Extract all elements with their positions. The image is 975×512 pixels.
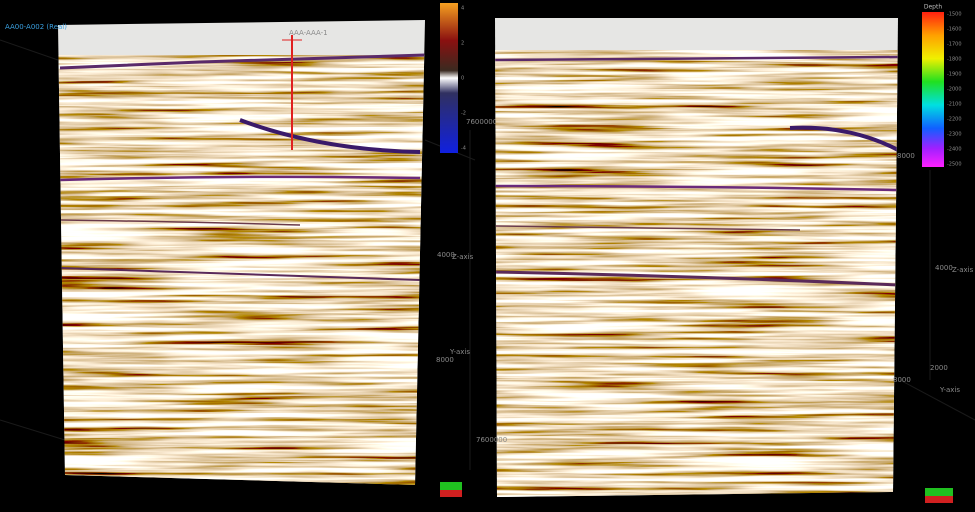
axis-label: 4000 bbox=[437, 251, 455, 259]
axis-label: 7600000 bbox=[466, 118, 497, 126]
colorbar-tick-label: -2200 bbox=[947, 117, 962, 123]
axis-label: Z-axis bbox=[952, 266, 974, 274]
horizons bbox=[59, 53, 425, 281]
viewport-right[interactable]: Depth -1500 -1600 -1700 -1800 -1900 -2000 -210… bbox=[476, 4, 974, 504]
colorbar-tick-label: -1900 bbox=[947, 72, 962, 78]
colorbar bbox=[922, 12, 944, 167]
colorbar-tick-label: -2 bbox=[461, 111, 466, 117]
colorbar-tick-label: -2000 bbox=[947, 87, 962, 93]
axis-label: 2000 bbox=[930, 364, 948, 372]
orientation-cube[interactable] bbox=[440, 482, 462, 497]
colorbar-tick-label: 0 bbox=[461, 76, 464, 82]
colorbar-tick-label: 2 bbox=[461, 41, 464, 47]
viewport-left[interactable]: AAA-AAA-1 AA00-A002 (Real) 4 2 0 -2 -4 76000… bbox=[5, 3, 497, 497]
axis-label: 8000 bbox=[893, 376, 911, 384]
colorbar-tick-label: -1500 bbox=[947, 12, 962, 18]
axis-label: Y-axis bbox=[939, 386, 960, 394]
axis-label: 8000 bbox=[436, 356, 454, 364]
orientation-cube[interactable] bbox=[925, 488, 953, 503]
axis-label: Y-axis bbox=[449, 348, 470, 356]
colorbar-tick-label: -1800 bbox=[947, 57, 962, 63]
axis-label: 7600000 bbox=[476, 436, 507, 444]
seismic-image bbox=[495, 50, 898, 497]
grid-3d bbox=[0, 39, 975, 470]
horizons bbox=[495, 55, 898, 287]
colorbar-tick-label: -2100 bbox=[947, 102, 962, 108]
layer-label: AA00-A002 (Real) bbox=[5, 23, 67, 31]
colorbar-tick-label: -2400 bbox=[947, 147, 962, 153]
axis-label: 8000 bbox=[897, 152, 915, 160]
colorbar-tick-label: -4 bbox=[461, 146, 466, 152]
colorbar-tick-label: -1600 bbox=[947, 27, 962, 33]
axis-label: Z-axis bbox=[452, 253, 474, 261]
colorbar-title: Depth bbox=[924, 4, 942, 11]
well-label: AAA-AAA-1 bbox=[289, 29, 328, 37]
colorbar-tick-label: -1700 bbox=[947, 42, 962, 48]
colorbar-tick-label: -2500 bbox=[947, 162, 962, 168]
colorbar-tick-label: -2300 bbox=[947, 132, 962, 138]
axis-label: 4000 bbox=[935, 264, 953, 272]
colorbar-tick-label: 4 bbox=[461, 6, 464, 12]
colorbar bbox=[440, 3, 458, 153]
